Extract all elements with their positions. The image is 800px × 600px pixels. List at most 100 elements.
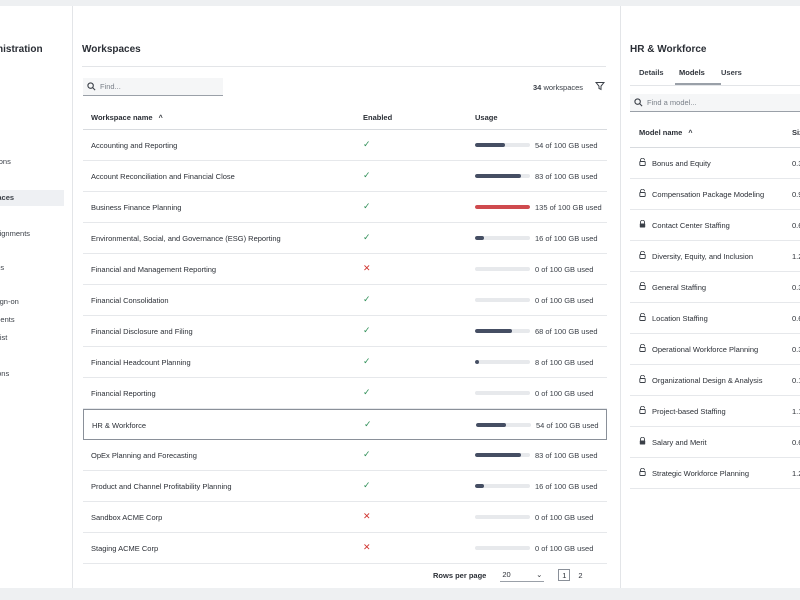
table-row[interactable]: Financial Consolidation ✓ 0 of 100 GB used xyxy=(83,285,607,316)
sidebar-item[interactable]: Groups xyxy=(0,242,64,258)
usage-bar xyxy=(475,360,530,364)
table-row[interactable]: Business Finance Planning ✓ 135 of 100 GB … xyxy=(83,192,607,223)
sidebar-item[interactable]: Apps xyxy=(0,208,64,224)
sidebar-item[interactable]: Notifications xyxy=(0,154,64,170)
usage-text: 16 of 100 GB used xyxy=(535,234,598,243)
model-size: 0.3 xyxy=(792,283,800,292)
sidebar-item[interactable]: API keys xyxy=(0,348,64,364)
workspace-name: Financial Headcount Planning xyxy=(91,358,191,367)
column-header-enabled[interactable]: Enabled xyxy=(363,113,393,122)
sidebar-item[interactable]: Security xyxy=(0,276,64,292)
tab-models[interactable]: Models xyxy=(679,68,705,77)
lock-closed-icon xyxy=(639,219,646,230)
usage-bar xyxy=(476,423,531,427)
usage-text: 54 of 100 GB used xyxy=(536,421,599,430)
sidebar-item[interactable]: Roles xyxy=(0,172,64,188)
table-row[interactable]: HR & Workforce ✓ 54 of 100 GB used xyxy=(83,409,607,440)
table-row[interactable]: Financial Headcount Planning ✓ 8 of 100 GB… xyxy=(83,347,607,378)
model-search-input[interactable] xyxy=(647,98,767,107)
model-name: Diversity, Equity, and Inclusion xyxy=(652,252,754,261)
usage-bar xyxy=(475,546,530,550)
sidebar-item[interactable]: Users xyxy=(0,136,64,152)
model-size: 0.6 xyxy=(792,221,800,230)
sidebar-item-label: OAuth clients xyxy=(0,315,15,324)
column-header-model-name[interactable]: Model name ^ xyxy=(639,128,692,137)
list-item[interactable]: Organizational Design & Analysis 0.1 xyxy=(630,365,800,396)
model-size: 0.1 xyxy=(792,376,800,385)
sidebar-item[interactable]: Role Assignments xyxy=(0,226,64,242)
workspace-search[interactable] xyxy=(83,78,223,96)
column-header-usage[interactable]: Usage xyxy=(475,113,498,122)
list-item[interactable]: Location Staffing 0.6 xyxy=(630,303,800,334)
sidebar-item[interactable]: Single Sign-on xyxy=(0,294,64,310)
sidebar-item[interactable]: Integrations xyxy=(0,366,64,382)
page-1-button[interactable]: 1 xyxy=(558,569,571,581)
column-header-size[interactable]: Size xyxy=(792,128,800,137)
usage-bar-fill xyxy=(475,329,513,333)
usage-bar xyxy=(475,329,530,333)
table-row[interactable]: Financial and Management Reporting ✕ 0 of … xyxy=(83,254,607,285)
sidebar-item[interactable]: Personal xyxy=(0,102,64,118)
list-item[interactable]: General Staffing 0.3 xyxy=(630,272,800,303)
app-window: Administration HistoryPersonalBrandingUs… xyxy=(0,6,800,588)
model-search[interactable] xyxy=(630,94,800,112)
table-row[interactable]: Product and Channel Profitability Planni… xyxy=(83,471,607,502)
table-row[interactable]: Financial Reporting ✓ 0 of 100 GB used xyxy=(83,378,607,409)
rows-per-page-select[interactable]: 20 ⌄ xyxy=(500,568,545,582)
table-row[interactable]: Sandbox ACME Corp ✕ 0 of 100 GB used xyxy=(83,502,607,533)
table-row[interactable]: Financial Disclosure and Filing ✓ 68 of 10… xyxy=(83,316,607,347)
sidebar-item[interactable]: Workspaces xyxy=(0,190,64,206)
lock-open-icon xyxy=(639,250,646,261)
workspace-details-panel: HR & Workforce Details Models Users Mode… xyxy=(622,6,800,588)
enabled-check-icon: ✓ xyxy=(363,170,371,180)
filter-icon[interactable] xyxy=(595,81,605,91)
list-item[interactable]: Project-based Staffing 1.1 xyxy=(630,396,800,427)
list-item[interactable]: Strategic Workforce Planning 1.2 xyxy=(630,458,800,489)
sidebar-item-label: Single Sign-on xyxy=(0,297,19,306)
sidebar-item[interactable]: Properties xyxy=(0,260,64,276)
usage-text: 83 of 100 GB used xyxy=(535,172,598,181)
table-row[interactable]: Accounting and Reporting ✓ 54 of 100 GB us… xyxy=(83,130,607,161)
usage-bar-fill xyxy=(475,236,484,240)
table-row[interactable]: Account Reconciliation and Financial Clo… xyxy=(83,161,607,192)
usage-bar-fill xyxy=(475,174,521,178)
search-input[interactable] xyxy=(100,82,210,91)
sidebar-item[interactable]: IP allow list xyxy=(0,330,64,346)
usage-text: 8 of 100 GB used xyxy=(535,358,594,367)
table-row[interactable]: Environmental, Social, and Governance (E… xyxy=(83,223,607,254)
enabled-check-icon: ✓ xyxy=(363,480,371,490)
sort-ascending-icon[interactable]: ^ xyxy=(688,130,693,137)
workspace-name: Financial and Management Reporting xyxy=(91,265,217,274)
sidebar-item[interactable]: History xyxy=(0,68,64,84)
tab-users[interactable]: Users xyxy=(721,68,742,77)
sidebar-item-label: IP allow list xyxy=(0,333,8,342)
list-item[interactable]: Bonus and Equity 0.3 xyxy=(630,148,800,179)
search-icon xyxy=(634,98,643,107)
table-row[interactable]: OpEx Planning and Forecasting ✓ 83 of 100 … xyxy=(83,440,607,471)
table-row[interactable]: Staging ACME Corp ✕ 0 of 100 GB used xyxy=(83,533,607,564)
usage-bar-fill xyxy=(475,484,484,488)
sidebar-item[interactable]: OAuth clients xyxy=(0,312,64,328)
column-header-name[interactable]: Workspace name ^ xyxy=(91,113,163,122)
usage-text: 0 of 100 GB used xyxy=(535,265,594,274)
lock-open-icon xyxy=(639,281,646,292)
list-item[interactable]: Salary and Merit 0.6 xyxy=(630,427,800,458)
sidebar-item[interactable]: Branding xyxy=(0,120,64,136)
sidebar-item[interactable]: Audit xyxy=(0,384,64,400)
search-icon xyxy=(87,82,96,91)
usage-bar xyxy=(475,298,530,302)
list-item[interactable]: Contact Center Staffing 0.6 xyxy=(630,210,800,241)
workspace-count-label: workspaces xyxy=(543,83,584,92)
page-2-button[interactable]: 2 xyxy=(578,570,583,580)
usage-bar xyxy=(475,391,530,395)
list-item[interactable]: Compensation Package Modeling 0.9 xyxy=(630,179,800,210)
list-item[interactable]: Operational Workforce Planning 0.3 xyxy=(630,334,800,365)
model-name: Location Staffing xyxy=(652,314,708,323)
details-title: HR & Workforce xyxy=(630,44,707,55)
sidebar-item[interactable] xyxy=(0,84,64,100)
sort-ascending-icon[interactable]: ^ xyxy=(158,115,163,122)
list-item[interactable]: Diversity, Equity, and Inclusion 1.2 xyxy=(630,241,800,272)
enabled-check-icon: ✓ xyxy=(363,325,371,335)
tab-details[interactable]: Details xyxy=(639,68,664,77)
workspaces-table: Workspace name ^ Enabled Usage Accounting… xyxy=(83,104,607,564)
